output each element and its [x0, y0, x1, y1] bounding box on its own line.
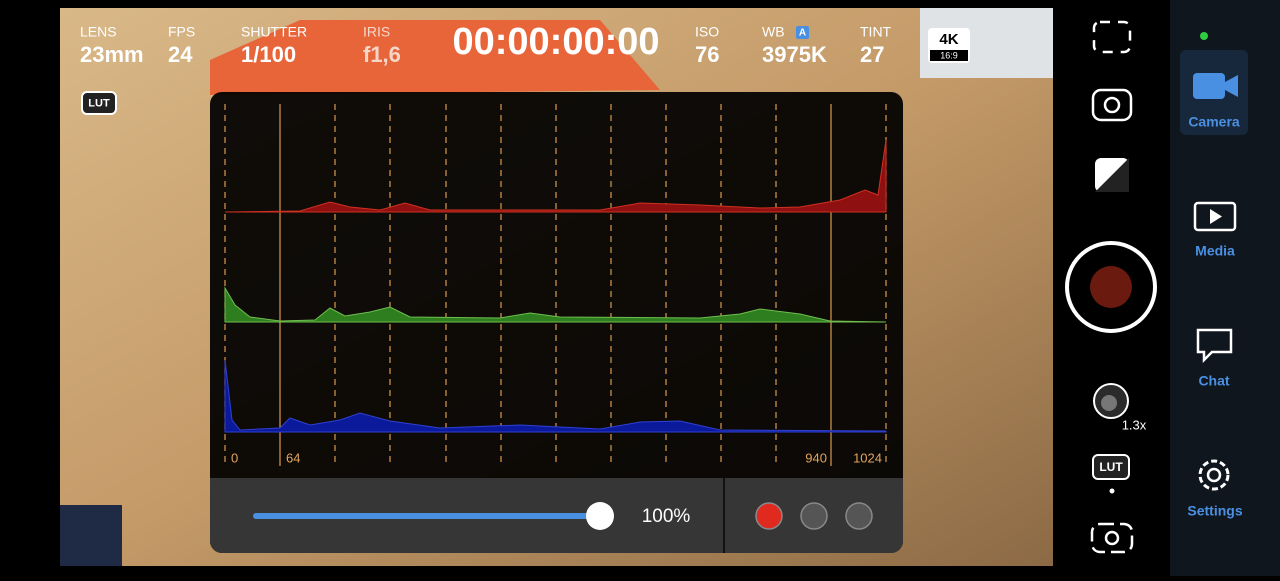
- fps-label: FPS: [168, 24, 195, 40]
- opacity-slider[interactable]: [253, 513, 600, 519]
- shutter-label: SHUTTER: [241, 24, 307, 40]
- timecode: 00:00:00:00: [452, 21, 659, 63]
- color-dot-red[interactable]: [755, 502, 783, 530]
- zoom-value: 1.3x: [1122, 417, 1147, 432]
- lut-indicator: [1109, 488, 1115, 494]
- iso-value: 76: [695, 42, 719, 67]
- color-dot[interactable]: [845, 502, 873, 530]
- top-bar: LENS 23mm FPS 24 SHUTTER 1/100 IRIS f1,6…: [80, 21, 970, 67]
- record-button[interactable]: [1090, 266, 1132, 308]
- right-controls: 1.3x LUT: [1065, 20, 1157, 554]
- aspect: 16:9: [940, 50, 958, 60]
- nav-chat[interactable]: Chat: [1198, 373, 1229, 389]
- fps-value: 24: [168, 42, 193, 67]
- lens-label: LENS: [80, 24, 117, 40]
- zoom-lens: [1101, 395, 1117, 411]
- media-icon: [1193, 201, 1237, 232]
- camera-icon: [1193, 73, 1225, 99]
- lens-value: 23mm: [80, 42, 144, 67]
- lut-badge: LUT: [88, 97, 110, 109]
- wb-value: 3975K: [762, 42, 827, 67]
- chat-icon: [1196, 328, 1233, 364]
- snapshot-lens: [1103, 96, 1121, 114]
- stabilize-button[interactable]: [1090, 522, 1134, 554]
- wb-label: WB: [762, 24, 785, 40]
- snapshot-button[interactable]: [1091, 88, 1133, 122]
- exposure-half: [1095, 158, 1129, 192]
- dark-object: [60, 505, 122, 566]
- red-histogram: [224, 139, 887, 213]
- iris-label: IRIS: [363, 24, 390, 40]
- tint-label: TINT: [860, 24, 892, 40]
- wb-badge: A: [799, 28, 806, 39]
- histogram-grid: [224, 104, 887, 466]
- nav-settings[interactable]: Settings: [1187, 503, 1242, 519]
- scale-label: 64: [286, 450, 300, 465]
- blue-histogram: [224, 359, 887, 433]
- lut-badge-frame: [81, 91, 117, 115]
- iso-label: ISO: [695, 24, 719, 40]
- aspect-bg: [930, 50, 968, 61]
- green-histogram: [224, 286, 887, 323]
- camera-icon-lens: [1225, 75, 1238, 97]
- scale-label: 1024: [853, 450, 882, 465]
- color-dot[interactable]: [800, 502, 828, 530]
- settings-icon: [1198, 459, 1230, 491]
- nav-media[interactable]: Media: [1195, 243, 1235, 259]
- lut-button-label: LUT: [1099, 460, 1123, 474]
- orange-object: [210, 20, 660, 95]
- scale-label: 940: [805, 450, 827, 465]
- opacity-value: 100%: [642, 506, 691, 527]
- wb-badge-bg: [796, 26, 809, 39]
- nav-camera[interactable]: Camera: [1188, 114, 1240, 130]
- media-play: [1210, 209, 1222, 224]
- stabilize-icon: [1104, 530, 1120, 546]
- settings-center: [1206, 467, 1222, 483]
- record-ring[interactable]: [1065, 241, 1157, 333]
- slider-knob[interactable]: [586, 502, 614, 530]
- iris-value: f1,6: [363, 42, 401, 67]
- shutter-value: 1/100: [241, 42, 296, 67]
- status-dot: [1200, 32, 1208, 40]
- frame-guide-button[interactable]: [1092, 20, 1132, 54]
- scale-label: 0: [231, 450, 238, 465]
- resolution: 4K: [939, 31, 958, 48]
- tint-value: 27: [860, 42, 884, 67]
- lut-button[interactable]: [1092, 454, 1130, 480]
